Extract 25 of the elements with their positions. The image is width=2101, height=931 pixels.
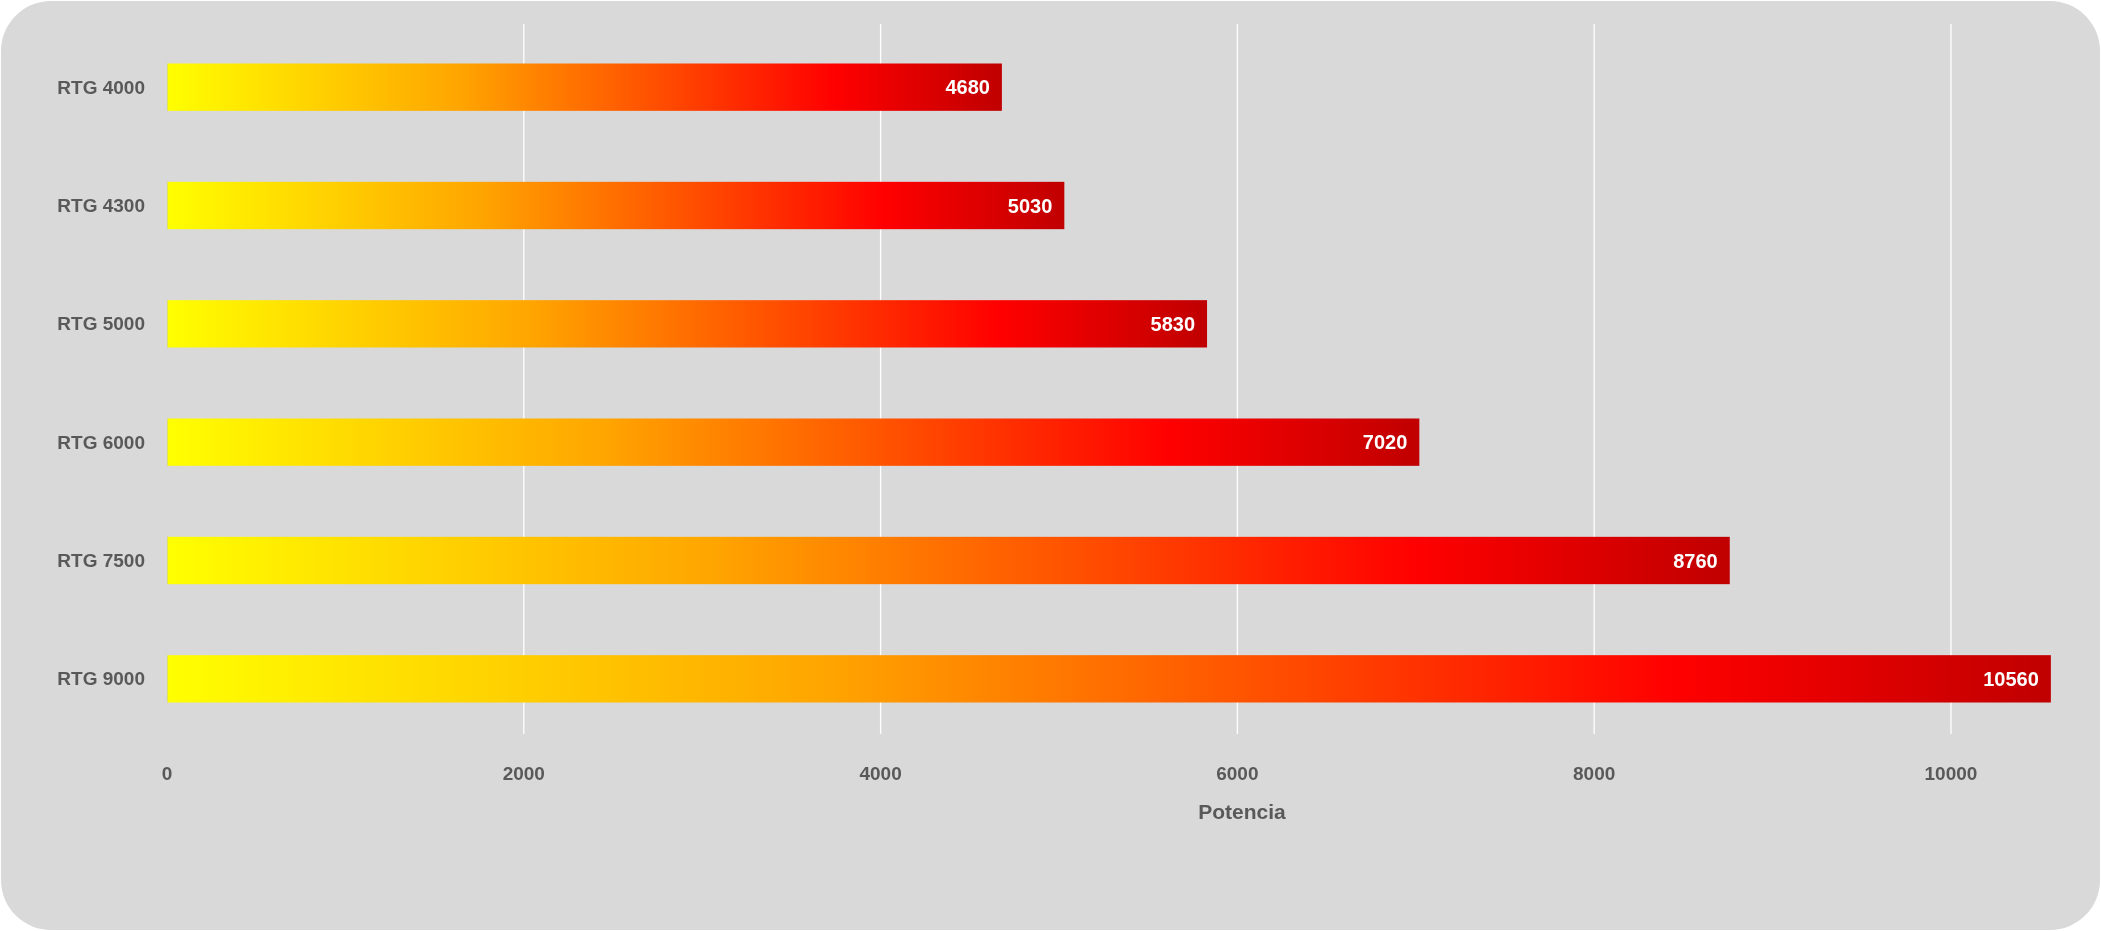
- data-label: 5830: [1150, 312, 1196, 335]
- bar: [167, 63, 1002, 111]
- bar: [167, 536, 1730, 585]
- bar: [167, 418, 1420, 466]
- data-label: 4680: [945, 76, 990, 99]
- y-tick-label: RTG 7500: [57, 550, 145, 572]
- x-tick-label: 8000: [1573, 762, 1616, 784]
- bar: [167, 300, 1208, 348]
- data-label: 8760: [1673, 549, 1718, 572]
- y-tick-label: RTG 6000: [57, 431, 145, 453]
- y-tick-label: RTG 4000: [57, 76, 145, 98]
- bar: [167, 655, 2051, 703]
- x-tick-label: 0: [161, 762, 173, 784]
- bar: [167, 181, 1065, 230]
- y-tick-label: RTG 9000: [57, 668, 145, 690]
- y-tick-label: RTG 5000: [57, 313, 145, 335]
- x-tick-label: 2000: [502, 762, 545, 784]
- x-axis-title: Potencia: [1198, 800, 1287, 824]
- x-tick-label: 10000: [1924, 762, 1978, 784]
- x-tick-label: 4000: [859, 762, 902, 784]
- y-tick-label: RTG 4300: [57, 195, 145, 217]
- data-label: 10560: [1983, 667, 2039, 690]
- data-label: 5030: [1007, 194, 1053, 217]
- data-label: 7020: [1362, 431, 1408, 454]
- x-tick-label: 6000: [1216, 762, 1259, 784]
